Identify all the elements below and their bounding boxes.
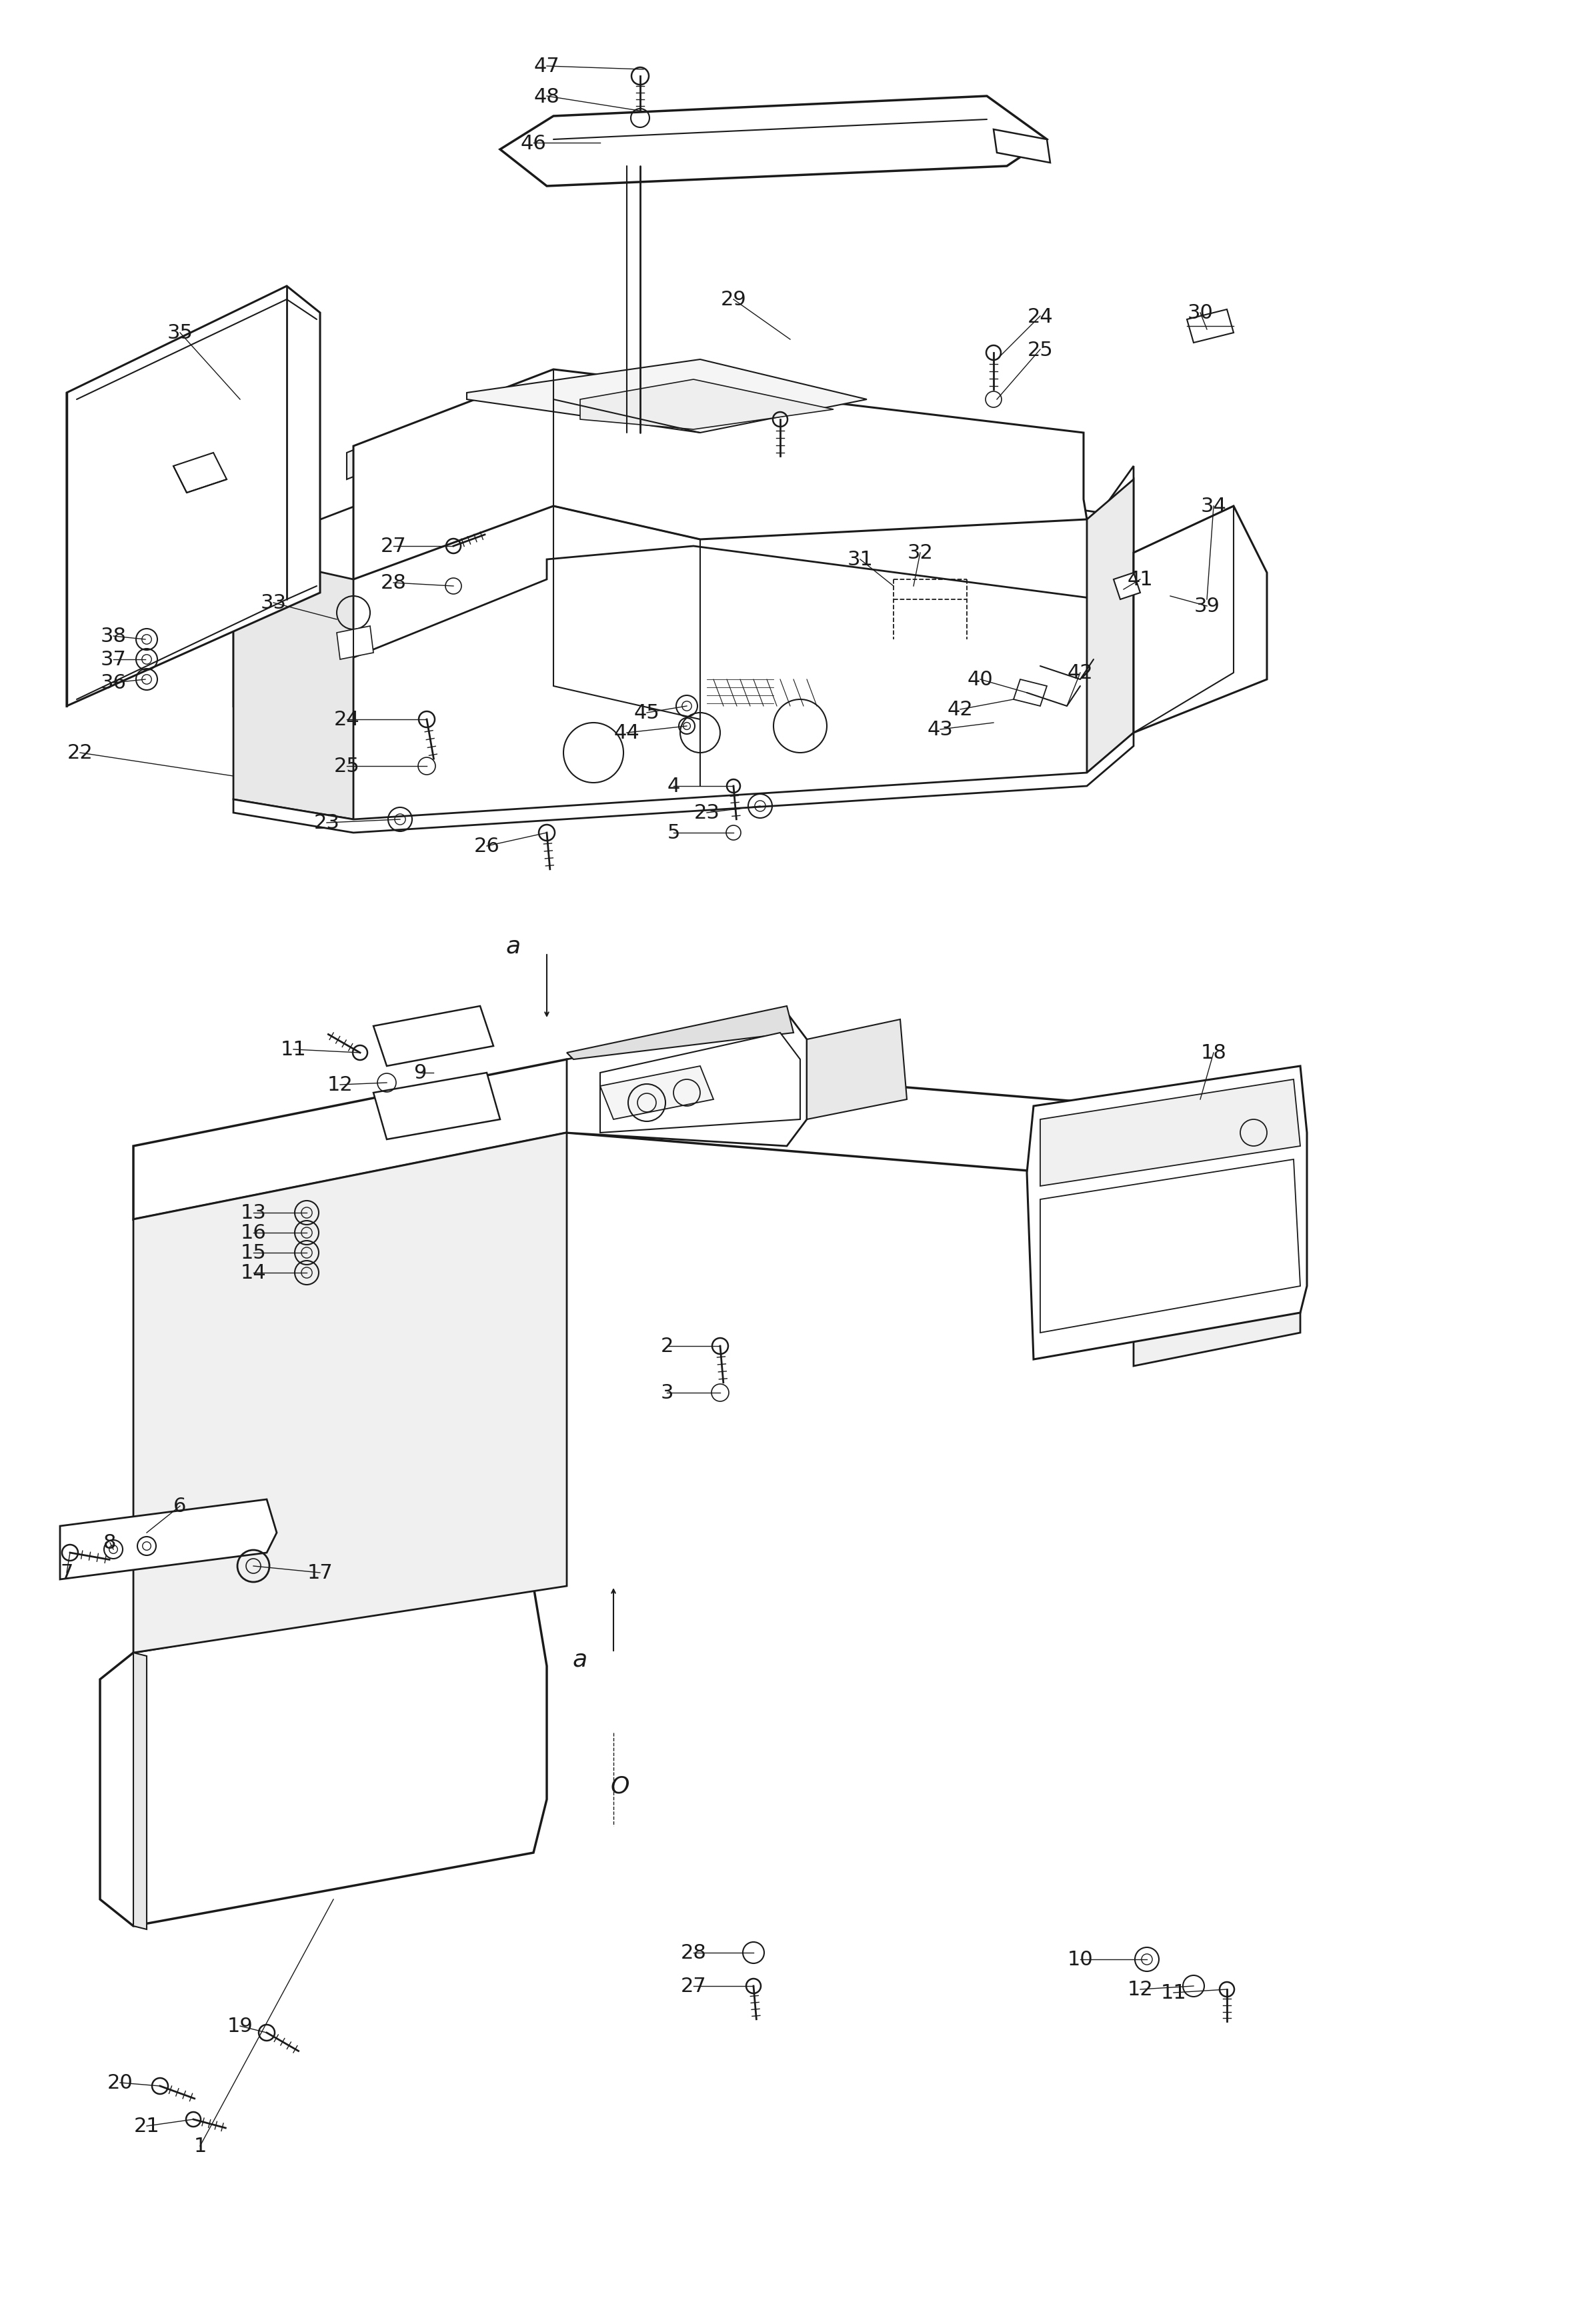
- Text: 8: 8: [104, 1534, 116, 1552]
- Polygon shape: [100, 1587, 547, 1927]
- Text: 6: 6: [174, 1497, 187, 1515]
- Polygon shape: [581, 379, 834, 430]
- Text: 29: 29: [721, 290, 746, 309]
- Text: 22: 22: [67, 744, 93, 762]
- Polygon shape: [134, 1060, 1134, 1220]
- Polygon shape: [61, 1499, 276, 1580]
- Text: 11: 11: [281, 1041, 306, 1060]
- Text: 12: 12: [1128, 1980, 1153, 1999]
- Text: 37: 37: [100, 651, 126, 669]
- Polygon shape: [233, 732, 1134, 832]
- Text: 12: 12: [327, 1076, 352, 1095]
- Text: 13: 13: [241, 1204, 266, 1222]
- Polygon shape: [1187, 309, 1233, 344]
- Text: 45: 45: [633, 704, 660, 723]
- Polygon shape: [566, 1013, 807, 1146]
- Text: 39: 39: [1195, 597, 1220, 616]
- Polygon shape: [233, 553, 354, 820]
- Text: 1: 1: [193, 2136, 206, 2157]
- Polygon shape: [174, 453, 226, 493]
- Text: 42: 42: [947, 700, 973, 720]
- Text: 32: 32: [908, 544, 933, 562]
- Text: 40: 40: [967, 669, 994, 690]
- Text: 10: 10: [1067, 1950, 1093, 1968]
- Polygon shape: [600, 1067, 713, 1120]
- Text: 20: 20: [107, 2073, 132, 2092]
- Polygon shape: [467, 360, 866, 432]
- Text: 46: 46: [520, 132, 547, 153]
- Text: 4: 4: [667, 776, 679, 797]
- Text: 3: 3: [660, 1383, 673, 1404]
- Text: 23: 23: [694, 804, 719, 823]
- Text: 34: 34: [1201, 497, 1227, 516]
- Text: 11: 11: [1161, 1982, 1187, 2003]
- Text: 31: 31: [847, 551, 872, 569]
- Text: 23: 23: [314, 813, 340, 832]
- Polygon shape: [566, 1006, 793, 1060]
- Text: 42: 42: [1067, 662, 1093, 683]
- Text: 21: 21: [134, 2117, 160, 2136]
- Text: 43: 43: [927, 720, 954, 739]
- Text: 26: 26: [474, 837, 499, 855]
- Text: 30: 30: [1187, 304, 1214, 323]
- Text: 5: 5: [667, 823, 679, 844]
- Text: 25: 25: [1027, 339, 1053, 360]
- Text: 47: 47: [534, 58, 560, 77]
- Text: 41: 41: [1128, 569, 1153, 590]
- Polygon shape: [1134, 507, 1266, 732]
- Polygon shape: [233, 432, 1134, 706]
- Polygon shape: [134, 1652, 147, 1929]
- Polygon shape: [1134, 1146, 1300, 1367]
- Text: a: a: [506, 934, 522, 957]
- Polygon shape: [1113, 574, 1140, 600]
- Text: 15: 15: [241, 1243, 266, 1262]
- Polygon shape: [337, 627, 373, 660]
- Text: 36: 36: [100, 674, 126, 693]
- Text: 35: 35: [167, 323, 193, 344]
- Polygon shape: [1086, 479, 1134, 774]
- Text: 14: 14: [241, 1264, 266, 1283]
- Text: 9: 9: [413, 1064, 426, 1083]
- Text: 2: 2: [660, 1336, 673, 1355]
- Polygon shape: [1040, 1160, 1300, 1334]
- Polygon shape: [1040, 1081, 1300, 1185]
- Text: O: O: [611, 1776, 630, 1796]
- Text: 27: 27: [381, 537, 407, 555]
- Text: 27: 27: [681, 1975, 707, 1996]
- Polygon shape: [600, 1034, 801, 1134]
- Text: 16: 16: [241, 1222, 266, 1243]
- Text: 24: 24: [333, 711, 359, 730]
- Text: 24: 24: [1027, 307, 1053, 325]
- Text: a: a: [573, 1648, 587, 1671]
- Polygon shape: [346, 374, 1080, 479]
- Polygon shape: [354, 370, 1086, 579]
- Text: 7: 7: [61, 1564, 73, 1583]
- Text: 38: 38: [100, 627, 126, 646]
- Polygon shape: [67, 286, 321, 706]
- Text: 28: 28: [381, 574, 407, 593]
- Text: 19: 19: [226, 2017, 254, 2036]
- Polygon shape: [1027, 1067, 1306, 1360]
- Polygon shape: [1013, 681, 1046, 706]
- Polygon shape: [373, 1074, 501, 1139]
- Polygon shape: [373, 1006, 493, 1067]
- Text: 48: 48: [534, 86, 560, 107]
- Text: 17: 17: [308, 1564, 333, 1583]
- Polygon shape: [501, 98, 1046, 186]
- Text: 28: 28: [681, 1943, 707, 1961]
- Text: 25: 25: [333, 758, 359, 776]
- Text: 18: 18: [1201, 1043, 1227, 1062]
- Text: 44: 44: [614, 723, 640, 744]
- Polygon shape: [134, 1134, 566, 1652]
- Polygon shape: [994, 130, 1050, 163]
- Polygon shape: [807, 1020, 908, 1120]
- Text: 33: 33: [260, 593, 287, 614]
